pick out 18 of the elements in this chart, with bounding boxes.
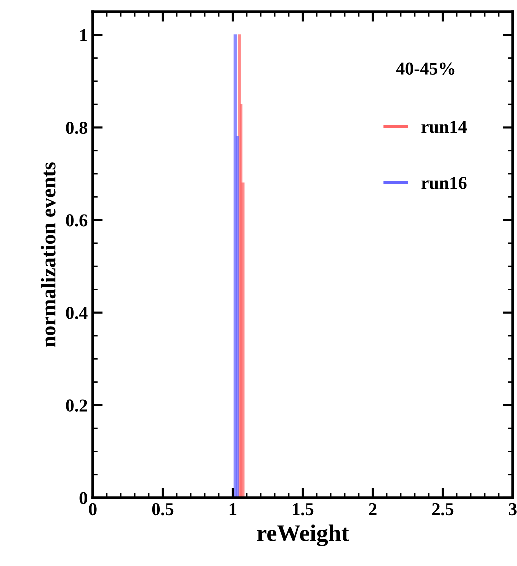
y-tick-label: 1: [80, 29, 88, 42]
x-tick-label: 1: [230, 503, 237, 516]
x-tick-label: 2.5: [432, 503, 454, 516]
x-tick-label: 2: [369, 503, 377, 516]
y-tick-label: 0.8: [66, 122, 88, 134]
legend-label: run14: [422, 121, 468, 134]
y-tick-label: 0.6: [66, 214, 88, 227]
legend-label: run16: [422, 177, 467, 190]
y-tick-label: 0.2: [66, 400, 88, 412]
y-tick-label: 0: [80, 492, 88, 504]
x-tick-label: 0.5: [152, 503, 174, 516]
y-tick-label: 0.4: [66, 307, 88, 320]
x-tick-label: 0: [89, 503, 97, 516]
x-tick-label: 3: [509, 503, 517, 516]
legend-title: 40-45%: [396, 62, 455, 76]
x-axis-title: reWeight: [257, 524, 350, 546]
x-tick-label: 1.5: [293, 503, 314, 516]
y-axis-title: normalization events: [41, 162, 56, 348]
